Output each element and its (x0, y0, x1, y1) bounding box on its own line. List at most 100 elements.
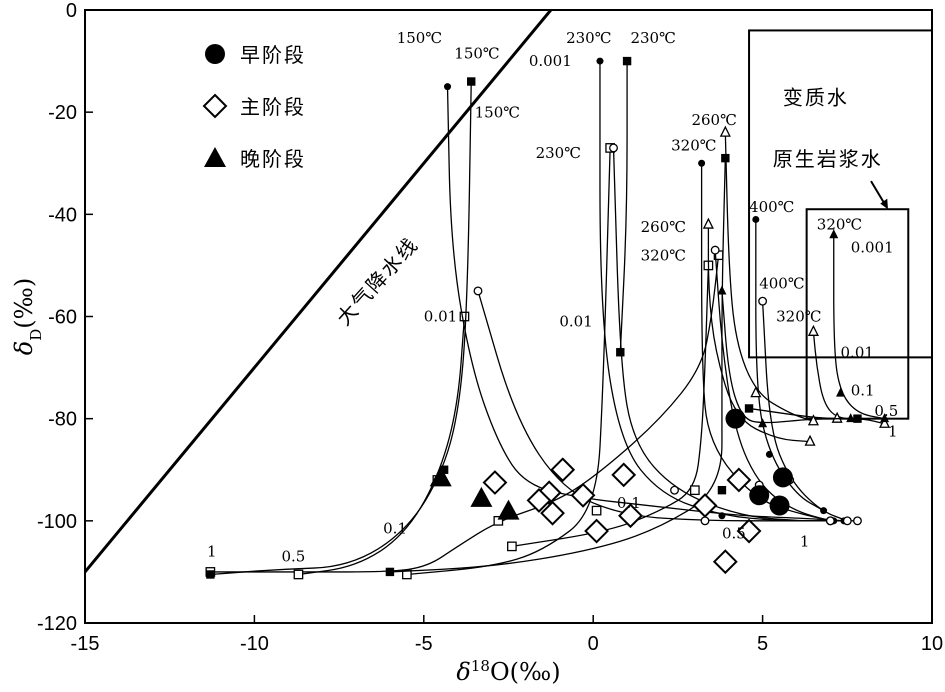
annotation-label: 0.01 (841, 343, 874, 361)
data-point (726, 467, 752, 493)
curve-path (210, 255, 720, 573)
curve-marker (853, 516, 862, 526)
data-point (772, 467, 793, 488)
annotation-label: 320℃ (641, 246, 686, 264)
data-point (584, 518, 610, 544)
legend-marker (202, 93, 228, 119)
annotation-label: 0.1 (851, 382, 875, 400)
curve-marker (385, 567, 395, 577)
data-point (692, 493, 718, 518)
model-curve-18 (829, 229, 890, 423)
curve-path (812, 331, 885, 425)
curve-marker (698, 159, 706, 167)
annotation-label: 150℃ (397, 29, 442, 47)
data-point (749, 485, 770, 506)
curve-marker (670, 485, 679, 495)
curve-path (724, 132, 814, 422)
curve-path (755, 219, 824, 512)
y-tick-label: -120 (37, 613, 77, 635)
x-tick-label: 10 (921, 633, 943, 655)
y-tick-label: -100 (37, 511, 77, 533)
curve-path (707, 224, 811, 443)
data-point (497, 499, 520, 520)
series-3 (429, 466, 520, 520)
model-curve-16 (752, 215, 828, 515)
data-point (769, 495, 790, 516)
y-axis-title: δD(‰) (10, 278, 45, 355)
data-point (550, 457, 576, 483)
curve-marker (825, 516, 835, 526)
x-tick-label: -10 (240, 633, 269, 655)
y-tick-label: -80 (48, 409, 77, 431)
curve-marker (596, 57, 604, 65)
curve-marker (402, 569, 412, 580)
curve-marker (750, 386, 762, 398)
x-tick-label: 0 (588, 633, 599, 655)
curve-marker (206, 570, 215, 579)
curve-marker (807, 324, 819, 336)
curve-marker (591, 505, 602, 516)
curve-marker (439, 465, 449, 474)
curve-marker (459, 311, 470, 322)
curve-marker (717, 285, 727, 295)
x-tick-label: -15 (71, 633, 100, 655)
curve-path (389, 158, 726, 573)
data-point (540, 500, 565, 526)
curve-marker (721, 153, 730, 163)
axis-titles: δ18O(‰) δD(‰) (10, 278, 561, 686)
annotation-label: 0.01 (559, 313, 592, 331)
annotation-label: 320℃ (776, 308, 821, 326)
annotation-label: 0.001 (851, 239, 894, 257)
annotation-label: 150℃ (475, 103, 520, 121)
curve-marker (752, 215, 760, 223)
annotation-label: 400℃ (759, 274, 804, 292)
annotation-label: 320℃ (817, 216, 862, 234)
curve-path (833, 234, 885, 420)
magmatic-water-label: 原生岩浆水 (773, 147, 883, 171)
annotation-label: 230℃ (630, 29, 675, 47)
curve-marker (820, 507, 828, 515)
curve-marker (710, 245, 720, 255)
annotation-label: 320℃ (671, 136, 716, 154)
data-point (570, 482, 596, 508)
curve-marker (765, 450, 773, 458)
mwl-line (85, 10, 553, 573)
curve-marker (879, 416, 891, 428)
annotation-label: 400℃ (749, 198, 794, 216)
x-axis-title: δ18O(‰) (456, 657, 560, 686)
data-point (618, 503, 643, 529)
annotation-label: 1 (800, 532, 810, 550)
mwl-label: 大气降水线 (332, 232, 423, 330)
curve-marker (616, 348, 625, 357)
data-point (736, 518, 762, 544)
curve-marker (846, 413, 856, 423)
annotation-label: 230℃ (566, 29, 611, 47)
curve-marker (831, 411, 843, 423)
annotation-label: 1 (888, 423, 898, 441)
curve-marker (718, 512, 726, 520)
metamorphic-water-label: 变质水 (783, 86, 849, 110)
annotation-label: 260℃ (641, 218, 686, 236)
curve-marker (467, 77, 476, 86)
data-point (725, 408, 746, 429)
model-curve-21 (719, 125, 819, 426)
curve-path (612, 147, 831, 522)
model-curve-2 (293, 311, 470, 580)
annotation-label: 1 (207, 543, 217, 561)
annotation-label: 230℃ (536, 144, 581, 162)
curve-path (406, 147, 611, 576)
annotation-label: 0.5 (722, 525, 746, 543)
data-point (482, 470, 508, 495)
curve-marker (507, 541, 517, 552)
y-tick-label: -60 (48, 307, 77, 329)
curve-marker (689, 485, 700, 496)
model-curve-6 (385, 153, 730, 577)
y-tick-label: -40 (48, 204, 77, 226)
model-curve-17 (807, 324, 891, 428)
x-tick-label: -5 (415, 633, 433, 655)
data-points (429, 408, 793, 575)
y-tick-label: -20 (48, 102, 77, 124)
curve-path (619, 61, 628, 353)
